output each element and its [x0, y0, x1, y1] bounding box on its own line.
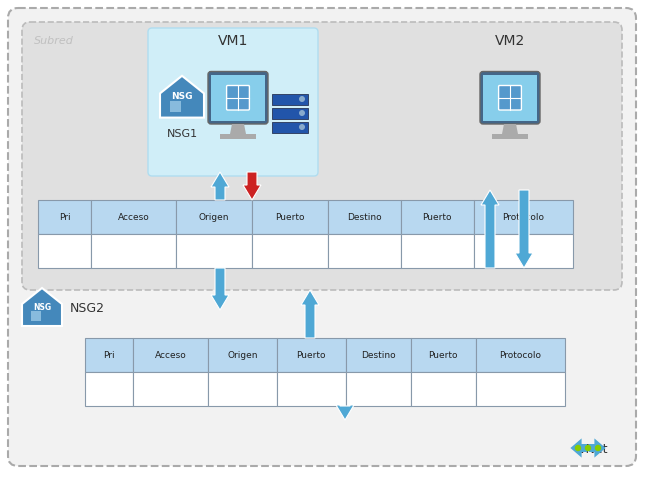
Bar	[401, 200, 474, 234]
FancyBboxPatch shape	[8, 8, 636, 466]
Polygon shape	[481, 190, 499, 268]
Text: VM1: VM1	[218, 34, 248, 48]
Bar	[476, 372, 565, 406]
Bar	[175, 234, 252, 268]
Text: NSG1: NSG1	[166, 129, 197, 139]
Circle shape	[299, 96, 305, 102]
Text: Puerto: Puerto	[428, 350, 458, 360]
Bar	[252, 234, 329, 268]
Text: Pri: Pri	[59, 213, 71, 221]
Bar	[476, 338, 565, 372]
Bar	[91, 200, 175, 234]
Polygon shape	[502, 124, 518, 134]
FancyBboxPatch shape	[480, 72, 540, 124]
Bar	[345, 372, 411, 406]
Bar	[208, 372, 277, 406]
Text: NSG2: NSG2	[70, 301, 105, 314]
Polygon shape	[230, 124, 246, 134]
Circle shape	[575, 445, 581, 451]
Bar	[329, 200, 401, 234]
Bar	[483, 74, 537, 121]
Text: Subred: Subred	[34, 36, 74, 46]
Circle shape	[585, 445, 591, 451]
Bar	[175, 200, 252, 234]
Bar	[272, 94, 308, 105]
FancyBboxPatch shape	[148, 28, 318, 176]
Polygon shape	[515, 190, 533, 268]
Bar	[211, 74, 265, 121]
Bar	[38, 234, 91, 268]
Polygon shape	[571, 438, 587, 457]
Text: Origen: Origen	[228, 350, 258, 360]
Bar	[208, 338, 277, 372]
Bar	[492, 134, 528, 139]
Text: Protocolo: Protocolo	[502, 213, 544, 221]
Text: Destino: Destino	[361, 350, 395, 360]
Bar	[252, 200, 329, 234]
Bar	[411, 338, 476, 372]
Bar	[401, 234, 474, 268]
Polygon shape	[170, 101, 181, 112]
Text: Acceso: Acceso	[118, 213, 149, 221]
Polygon shape	[589, 438, 606, 457]
Circle shape	[299, 124, 305, 130]
Bar	[411, 372, 476, 406]
Bar	[220, 134, 256, 139]
FancyBboxPatch shape	[499, 85, 521, 110]
Polygon shape	[336, 405, 354, 420]
Text: Pri: Pri	[103, 350, 115, 360]
FancyBboxPatch shape	[22, 22, 622, 290]
Text: VM2: VM2	[495, 34, 525, 48]
Bar	[329, 234, 401, 268]
Bar	[38, 200, 91, 234]
Bar	[272, 108, 308, 119]
Bar	[272, 122, 308, 133]
Bar	[85, 372, 133, 406]
Polygon shape	[211, 172, 229, 200]
Text: Origen: Origen	[199, 213, 229, 221]
Circle shape	[299, 110, 305, 116]
Text: Acceso: Acceso	[155, 350, 186, 360]
Text: Puerto: Puerto	[276, 213, 305, 221]
FancyBboxPatch shape	[226, 85, 249, 110]
Polygon shape	[160, 76, 204, 118]
Bar	[133, 372, 208, 406]
Text: NSG: NSG	[171, 92, 193, 101]
Text: Protocolo: Protocolo	[499, 350, 542, 360]
Bar	[277, 372, 345, 406]
Bar	[133, 338, 208, 372]
Bar	[85, 338, 133, 372]
Bar	[345, 338, 411, 372]
FancyBboxPatch shape	[208, 72, 268, 124]
Bar	[91, 234, 175, 268]
Polygon shape	[243, 172, 261, 200]
Bar	[474, 234, 573, 268]
Bar	[474, 200, 573, 234]
Polygon shape	[31, 311, 41, 321]
Text: VNet: VNet	[578, 443, 608, 456]
Circle shape	[595, 445, 601, 451]
Polygon shape	[22, 288, 62, 326]
Polygon shape	[211, 268, 229, 310]
Text: Puerto: Puerto	[296, 350, 326, 360]
Polygon shape	[301, 290, 319, 338]
Text: Destino: Destino	[347, 213, 382, 221]
Bar	[277, 338, 345, 372]
Text: Puerto: Puerto	[422, 213, 452, 221]
Text: NSG: NSG	[33, 302, 51, 312]
